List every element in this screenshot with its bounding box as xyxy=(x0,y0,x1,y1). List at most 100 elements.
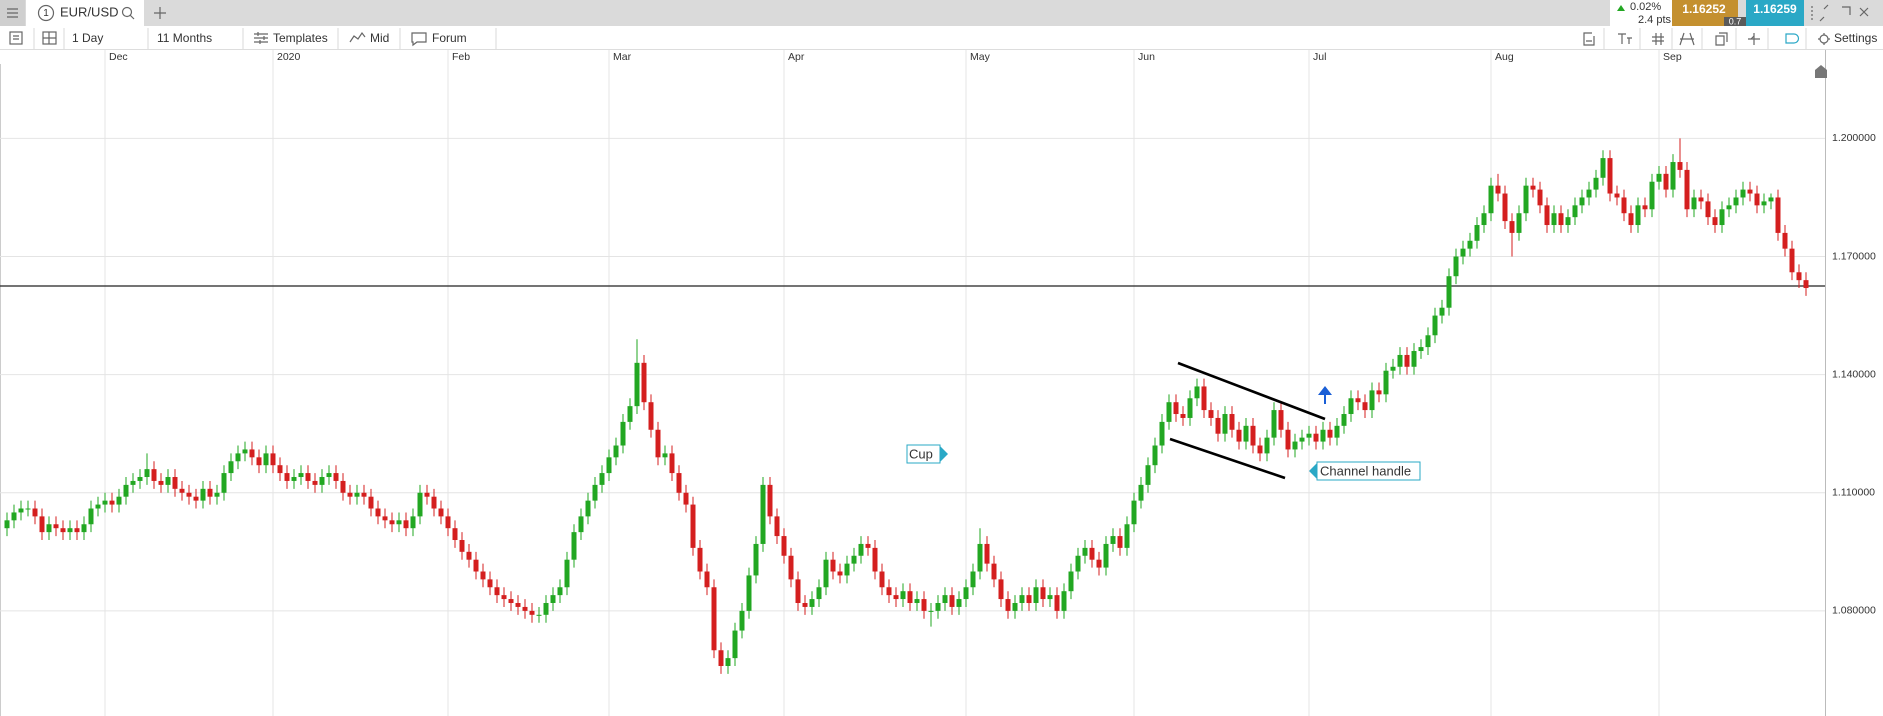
toolbar-icons[interactable] xyxy=(9,31,1830,47)
menu-button[interactable] xyxy=(0,0,25,26)
candle-body xyxy=(1159,421,1165,446)
candle-body xyxy=(1082,547,1088,556)
candle-body xyxy=(1152,445,1158,466)
candle-body xyxy=(1145,465,1151,485)
candle-body xyxy=(760,484,766,544)
channel-handle-label: Channel handle xyxy=(1320,463,1411,478)
x-tick-label: Feb xyxy=(452,51,470,63)
candle-body xyxy=(235,453,241,462)
candle-body xyxy=(935,603,941,611)
candle-body xyxy=(893,595,899,600)
candle-body xyxy=(53,524,59,529)
candle-body xyxy=(1565,217,1571,226)
candle-body xyxy=(1124,524,1130,548)
candle-body xyxy=(396,520,402,525)
add-tab[interactable] xyxy=(154,7,166,19)
candle-body xyxy=(1166,402,1172,422)
candle-body xyxy=(802,603,808,607)
candle-body xyxy=(172,477,178,489)
axis-home-icon[interactable] xyxy=(1815,65,1827,78)
search-icon[interactable] xyxy=(121,6,135,20)
y-tick-label: 1.170000 xyxy=(1832,250,1876,262)
up-triangle xyxy=(1617,5,1625,11)
candle-body xyxy=(1117,536,1123,548)
y-tick-label: 1.140000 xyxy=(1832,368,1876,380)
forum-button[interactable]: Forum xyxy=(432,31,467,45)
candle-body xyxy=(95,504,101,509)
candle-body xyxy=(1635,205,1641,226)
candle-body xyxy=(1257,445,1263,454)
candle-body xyxy=(1495,185,1501,194)
x-tick-label: Mar xyxy=(613,51,632,63)
candle-body xyxy=(1691,197,1697,210)
candle-body xyxy=(1740,189,1746,198)
window-controls[interactable] xyxy=(1811,4,1869,22)
y-tick-label: 1.110000 xyxy=(1832,487,1875,499)
candle-body xyxy=(1334,425,1340,438)
candle-body xyxy=(676,473,682,493)
candle-body xyxy=(529,610,535,615)
x-tick-label: 2020 xyxy=(277,51,301,63)
candle-body xyxy=(263,453,269,466)
candle-body xyxy=(928,610,934,612)
candle-body xyxy=(1656,173,1662,182)
candle-body xyxy=(767,484,773,517)
templates-button[interactable]: Templates xyxy=(273,31,328,45)
candle-body xyxy=(1397,354,1403,367)
candle-body xyxy=(193,496,199,501)
candle-body xyxy=(718,650,724,666)
candle-body xyxy=(1404,354,1410,367)
candle-body xyxy=(1481,213,1487,226)
candle-body xyxy=(151,469,157,481)
candle-body xyxy=(1796,272,1802,281)
candle-body xyxy=(613,445,619,458)
candle-body xyxy=(361,492,367,497)
candle-body xyxy=(732,630,738,659)
candle-body xyxy=(1089,547,1095,560)
candle-body xyxy=(1327,429,1333,438)
candle-body xyxy=(1803,280,1809,289)
candle-body xyxy=(1229,414,1235,430)
candle-body xyxy=(60,528,66,533)
symbol[interactable]: EUR/USD xyxy=(60,4,119,19)
candle-body xyxy=(1390,366,1396,371)
price-type-button[interactable]: Mid xyxy=(370,31,389,45)
x-tick-label: May xyxy=(970,51,991,63)
candle-body xyxy=(900,591,906,600)
candle-body xyxy=(1439,307,1445,316)
candle-body xyxy=(1649,181,1655,210)
candle-body xyxy=(1383,370,1389,395)
candle-body xyxy=(823,559,829,588)
candle-body xyxy=(585,500,591,517)
candle-body xyxy=(1754,193,1760,206)
candle-body xyxy=(879,571,885,588)
candle-body xyxy=(438,508,444,517)
buy-button[interactable] xyxy=(1746,0,1804,26)
interval-select[interactable]: 1 Day xyxy=(72,31,103,45)
candle-body xyxy=(1019,595,1025,604)
candle-body xyxy=(291,477,297,481)
settings-button[interactable]: Settings xyxy=(1834,31,1877,45)
candle-body xyxy=(697,547,703,572)
candle-body xyxy=(1285,429,1291,450)
x-tick-label: Aug xyxy=(1495,51,1514,63)
candle-body xyxy=(851,555,857,564)
instrument-tab[interactable] xyxy=(26,0,144,26)
candle-body xyxy=(599,473,605,485)
x-tick-label: Jun xyxy=(1138,51,1155,63)
ask-price: 1.16259 xyxy=(1753,2,1797,16)
candle-body xyxy=(1789,248,1795,273)
candle-body xyxy=(1453,256,1459,277)
candle-body xyxy=(830,559,836,572)
candle-body xyxy=(473,559,479,572)
candle-body xyxy=(67,528,73,533)
candle-body xyxy=(347,492,353,497)
candle-body xyxy=(1138,484,1144,501)
x-tick-label: Dec xyxy=(109,51,128,63)
range-select[interactable]: 11 Months xyxy=(157,31,212,45)
candle-body xyxy=(1614,193,1620,198)
candle-body xyxy=(1551,213,1557,226)
candle-body xyxy=(746,575,752,611)
candle-body xyxy=(998,579,1004,600)
candle-body xyxy=(620,421,626,446)
